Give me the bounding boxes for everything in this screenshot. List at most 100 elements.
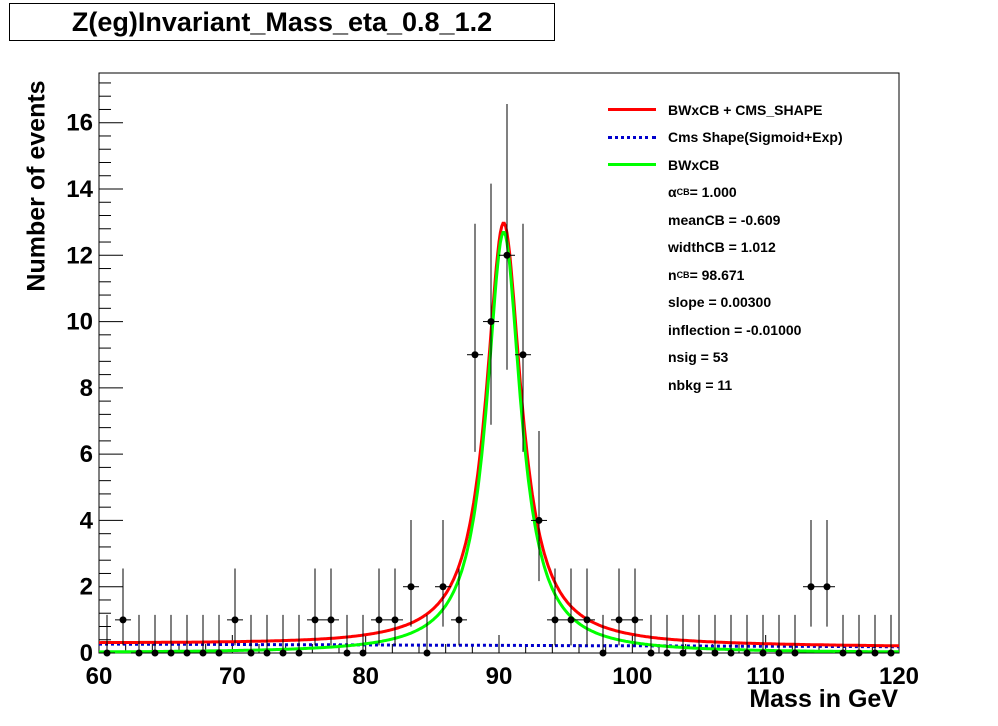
- data-marker: [599, 649, 607, 657]
- data-marker: [407, 583, 415, 591]
- data-marker: [135, 649, 143, 657]
- y-tick-label: 10: [66, 309, 93, 336]
- data-point: [403, 519, 419, 627]
- data-point: [531, 430, 547, 582]
- background-curve: [99, 642, 899, 649]
- data-point: [291, 614, 307, 657]
- data-marker: [199, 649, 207, 657]
- data-point: [483, 183, 499, 425]
- data-marker: [775, 649, 783, 657]
- data-marker: [519, 351, 527, 359]
- data-points: [99, 104, 899, 657]
- data-marker: [871, 649, 879, 657]
- data-point: [755, 614, 771, 657]
- param-width-text: widthCB = 1.012: [668, 239, 776, 256]
- data-marker: [615, 616, 623, 624]
- data-point: [243, 614, 259, 657]
- x-tick-label: 90: [486, 663, 513, 690]
- data-point: [515, 223, 531, 452]
- param-n: n CB = 98.671: [608, 261, 843, 289]
- data-marker: [183, 649, 191, 657]
- data-point: [323, 568, 339, 646]
- legend-entry-total: BWxCB + CMS_SHAPE: [608, 96, 843, 124]
- data-point: [883, 614, 899, 657]
- data-point: [851, 614, 867, 657]
- data-point: [803, 519, 819, 627]
- x-tick-label: 80: [352, 663, 379, 690]
- param-alpha-value: = 1.000: [689, 184, 737, 201]
- x-tick-label: 110: [746, 663, 785, 690]
- legend-label-signal: BWxCB: [668, 156, 720, 173]
- data-point: [435, 519, 451, 627]
- data-point: [355, 614, 371, 657]
- data-marker: [759, 649, 767, 657]
- y-tick-label: 0: [80, 640, 93, 667]
- data-point: [819, 519, 835, 627]
- data-marker: [487, 318, 495, 326]
- x-tick-label: 120: [879, 663, 919, 690]
- data-point: [675, 614, 691, 657]
- data-point: [595, 614, 611, 657]
- data-marker: [583, 616, 591, 624]
- data-point: [723, 614, 739, 657]
- y-tick-label: 2: [80, 574, 93, 601]
- data-point: [499, 104, 515, 370]
- data-point: [163, 614, 179, 657]
- data-point: [307, 568, 323, 646]
- data-point: [419, 614, 435, 657]
- data-marker: [295, 649, 303, 657]
- data-marker: [471, 351, 479, 359]
- data-point: [659, 614, 675, 657]
- data-point: [643, 614, 659, 657]
- param-n-subscript: CB: [676, 269, 690, 280]
- param-width: widthCB = 1.012: [608, 234, 843, 262]
- data-point: [787, 614, 803, 657]
- x-tick-label: 70: [219, 663, 246, 690]
- fit-curves: [99, 221, 900, 654]
- data-point: [563, 568, 579, 646]
- data-marker: [215, 649, 223, 657]
- legend-entry-background: Cms Shape(Sigmoid+Exp): [608, 124, 843, 152]
- data-marker: [679, 649, 687, 657]
- legend: BWxCB + CMS_SHAPE Cms Shape(Sigmoid+Exp)…: [608, 96, 843, 399]
- legend-swatch-total: [608, 108, 656, 112]
- data-point: [227, 568, 243, 646]
- param-n-symbol: n: [668, 266, 677, 283]
- param-mean: meanCB = -0.609: [608, 206, 843, 234]
- chart-title: Z(eg)Invariant_Mass_eta_0.8_1.2: [9, 3, 555, 41]
- data-marker: [327, 616, 335, 624]
- data-marker: [231, 616, 239, 624]
- param-mean-text: meanCB = -0.609: [668, 211, 781, 228]
- legend-label-total: BWxCB + CMS_SHAPE: [668, 101, 823, 118]
- data-marker: [455, 616, 463, 624]
- data-point: [275, 614, 291, 657]
- y-axis-label: Number of events: [22, 80, 51, 292]
- param-nbkg: nbkg = 11: [608, 371, 843, 399]
- data-marker: [855, 649, 863, 657]
- param-nsig-text: nsig = 53: [668, 349, 729, 366]
- legend-label-background: Cms Shape(Sigmoid+Exp): [668, 129, 843, 146]
- data-marker: [119, 616, 127, 624]
- data-point: [707, 614, 723, 657]
- y-tick-label: 16: [66, 110, 93, 137]
- data-marker: [343, 649, 351, 657]
- data-marker: [791, 649, 799, 657]
- data-marker: [807, 583, 815, 591]
- data-marker: [247, 649, 255, 657]
- y-tick-label: 4: [80, 507, 94, 534]
- data-marker: [631, 616, 639, 624]
- param-alpha: α CB = 1.000: [608, 179, 843, 207]
- data-marker: [503, 251, 511, 259]
- data-marker: [711, 649, 719, 657]
- data-point: [211, 614, 227, 657]
- data-marker: [535, 516, 543, 524]
- x-tick-label: 100: [612, 663, 652, 690]
- param-alpha-subscript: CB: [676, 187, 690, 198]
- param-nsig: nsig = 53: [608, 344, 843, 372]
- data-point: [611, 568, 627, 646]
- param-slope-text: slope = 0.00300: [668, 294, 772, 311]
- data-marker: [151, 649, 159, 657]
- data-point: [179, 614, 195, 657]
- data-point: [547, 568, 563, 646]
